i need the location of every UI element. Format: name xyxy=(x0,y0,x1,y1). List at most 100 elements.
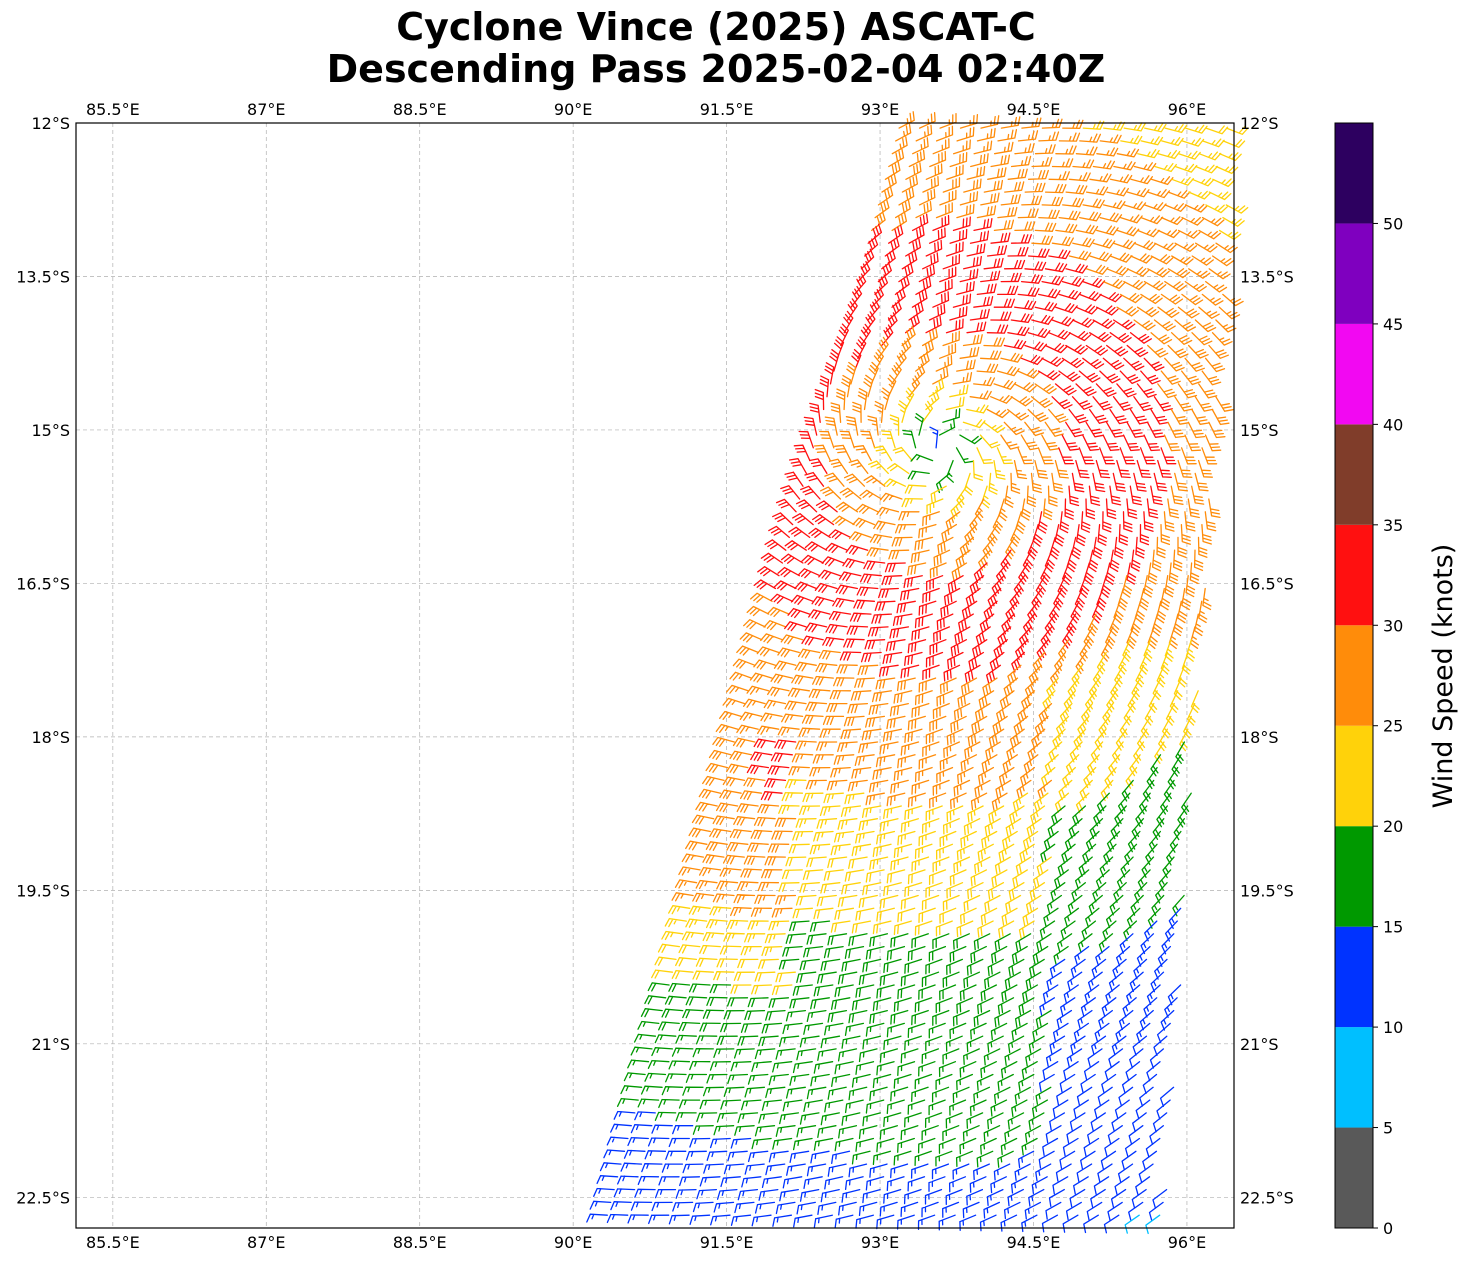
wind-barb xyxy=(970,792,988,811)
wind-barb xyxy=(1222,293,1244,307)
wind-barb xyxy=(1169,690,1179,713)
wind-barb xyxy=(1095,305,1119,316)
colorbar-segment xyxy=(1335,826,1373,927)
wind-barb xyxy=(872,843,892,858)
wind-barb xyxy=(928,945,947,962)
wind-barb xyxy=(747,1073,769,1085)
wind-barb xyxy=(1104,1061,1120,1081)
wind-barb xyxy=(1105,562,1116,585)
wind-barb xyxy=(1042,690,1056,712)
wind-barb xyxy=(765,1086,786,1099)
wind-barb xyxy=(1184,203,1208,213)
wind-barb xyxy=(886,1099,905,1115)
wind-barb xyxy=(1004,1048,1021,1066)
wind-barb xyxy=(904,728,923,744)
lon-tick-label-top: 93°E xyxy=(861,100,899,119)
wind-barb xyxy=(997,997,1015,1015)
wind-barb xyxy=(1015,856,1032,876)
wind-barb xyxy=(1123,920,1138,942)
wind-barb xyxy=(1109,549,1120,572)
wind-barb xyxy=(1136,306,1160,318)
wind-barb xyxy=(858,741,879,754)
wind-barb xyxy=(952,371,973,385)
wind-barb xyxy=(1021,195,1043,206)
wind-barb xyxy=(956,203,975,219)
wind-barb xyxy=(886,792,906,807)
wind-barb xyxy=(709,983,732,994)
wind-barb xyxy=(838,1125,858,1139)
wind-barb xyxy=(1148,690,1158,713)
wind-barb xyxy=(848,1163,868,1178)
wind-barb xyxy=(925,315,942,334)
wind-barb xyxy=(991,869,1008,888)
wind-barb xyxy=(1075,146,1098,156)
wind-barb xyxy=(1099,292,1123,303)
wind-barb xyxy=(1055,223,1078,234)
wind-barb xyxy=(851,1150,871,1165)
wind-barb xyxy=(900,1201,919,1217)
wind-barb xyxy=(876,1214,895,1230)
wind-barb xyxy=(1078,291,1102,302)
wind-barb xyxy=(1142,779,1155,802)
wind-barb xyxy=(931,1163,950,1180)
wind-barb xyxy=(1132,1035,1148,1056)
wind-barb xyxy=(1157,229,1181,239)
wind-barb xyxy=(1071,536,1082,560)
wind-barb xyxy=(1027,600,1039,623)
wind-barb xyxy=(689,1137,711,1148)
wind-barb xyxy=(982,677,998,697)
wind-barb xyxy=(1062,197,1085,208)
wind-barb xyxy=(1058,210,1081,221)
wind-barb xyxy=(839,487,862,500)
wind-barb xyxy=(732,737,756,748)
wind-barb xyxy=(1054,651,1066,674)
wind-barb xyxy=(1167,189,1191,199)
wind-barb xyxy=(997,206,1018,219)
wind-barb xyxy=(1123,279,1147,291)
wind-barb xyxy=(914,920,933,936)
wind-barb xyxy=(1005,600,1019,623)
wind-barb xyxy=(1189,626,1200,649)
wind-barb xyxy=(658,1098,680,1109)
wind-barb xyxy=(726,919,749,930)
wind-barb xyxy=(1072,805,1087,826)
wind-barb xyxy=(1048,741,1063,763)
wind-barb xyxy=(712,815,735,826)
wind-barb xyxy=(986,324,1009,334)
wind-barb xyxy=(823,869,844,881)
wind-barb xyxy=(1119,370,1141,385)
wind-barb xyxy=(1031,1099,1049,1118)
wind-barb xyxy=(897,830,916,846)
wind-barb xyxy=(1130,549,1141,572)
wind-barb xyxy=(964,664,981,683)
wind-barb xyxy=(782,1176,803,1189)
wind-barb xyxy=(855,984,875,998)
wind-barb xyxy=(756,725,780,735)
wind-barb xyxy=(750,592,773,603)
wind-barb xyxy=(804,541,828,552)
wind-barb xyxy=(993,1086,1011,1104)
lat-tick-label-left: 16.5°S xyxy=(16,574,70,593)
wind-barb xyxy=(1202,587,1212,611)
lon-tick-label-bottom: 90°E xyxy=(554,1233,592,1252)
wind-barb xyxy=(936,766,954,784)
wind-barb xyxy=(1102,278,1126,290)
wind-barb xyxy=(933,549,951,567)
wind-barb xyxy=(1075,383,1097,397)
wind-barb xyxy=(1017,368,1041,379)
wind-barb xyxy=(821,556,845,567)
wind-barb xyxy=(753,738,776,749)
wind-barb xyxy=(803,945,824,958)
wind-barb xyxy=(799,1188,820,1202)
wind-barb xyxy=(757,881,780,892)
map-frame xyxy=(75,122,1235,1229)
wind-barb xyxy=(884,161,901,180)
lon-tick-label-bottom: 91.5°E xyxy=(700,1233,754,1252)
wind-barb xyxy=(846,361,857,385)
wind-barb xyxy=(1201,216,1225,227)
wind-barb xyxy=(753,659,777,670)
wind-barb xyxy=(1039,920,1056,940)
wind-barb xyxy=(1138,1163,1154,1184)
wind-barb xyxy=(1010,472,1021,494)
wind-barb xyxy=(952,139,971,155)
